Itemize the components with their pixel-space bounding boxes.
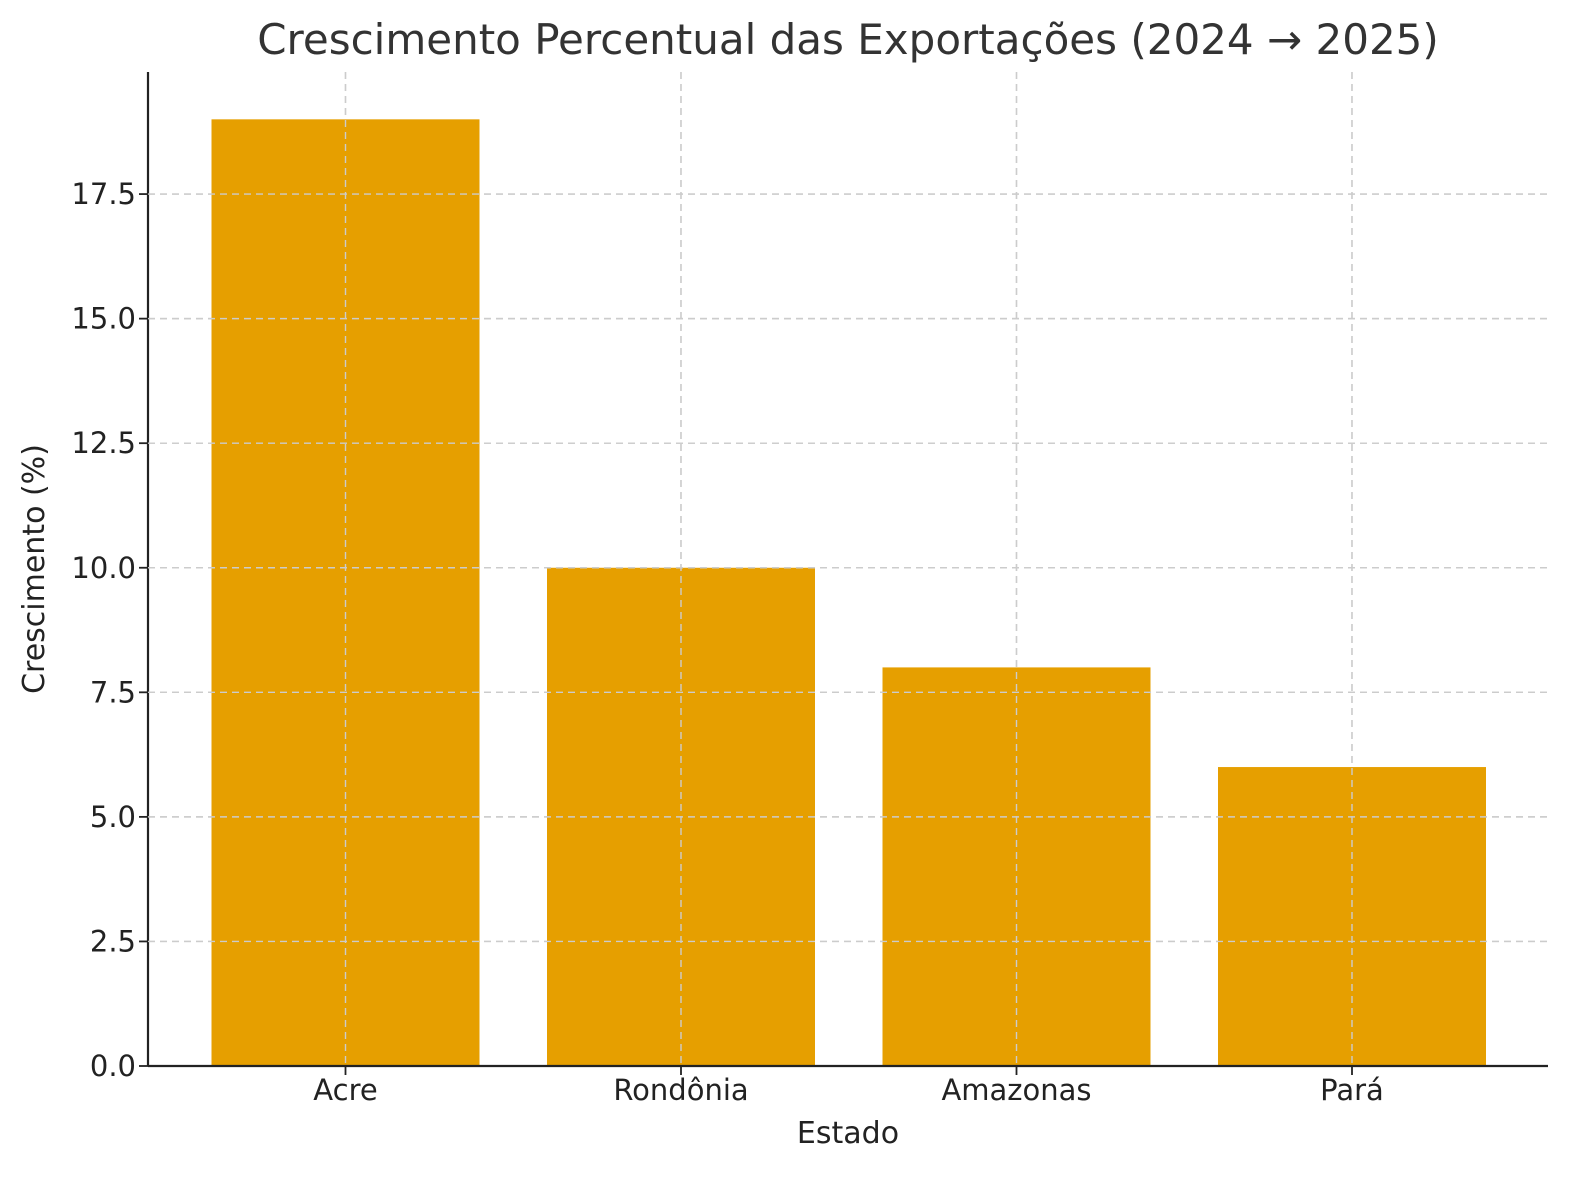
y-tick-label: 10.0	[71, 551, 136, 585]
y-tick-label: 7.5	[90, 675, 136, 709]
x-axis-label: Estado	[797, 1116, 899, 1151]
x-tick-label: Pará	[1320, 1073, 1384, 1107]
y-tick-label: 0.0	[90, 1049, 136, 1083]
x-tick-label: Amazonas	[941, 1073, 1091, 1107]
y-tick-label: 5.0	[90, 800, 136, 834]
y-tick-label: 15.0	[71, 302, 136, 336]
chart-title: Crescimento Percentual das Exportações (…	[257, 15, 1439, 64]
x-tick-label: Acre	[313, 1073, 377, 1107]
bars-layer	[211, 119, 1486, 1067]
axes-layer	[146, 72, 1548, 1068]
y-tick-label: 2.5	[90, 924, 136, 958]
y-axis-label: Crescimento (%)	[17, 444, 52, 694]
y-tick-label: 17.5	[71, 177, 136, 211]
x-tick-label: Rondônia	[613, 1073, 748, 1107]
ticks-layer: 0.0 2.5 5.0 7.5 10.0 12.5 15.0 17.5 Acre Rondônia…	[71, 72, 1548, 1107]
y-tick-label: 12.5	[71, 426, 136, 460]
